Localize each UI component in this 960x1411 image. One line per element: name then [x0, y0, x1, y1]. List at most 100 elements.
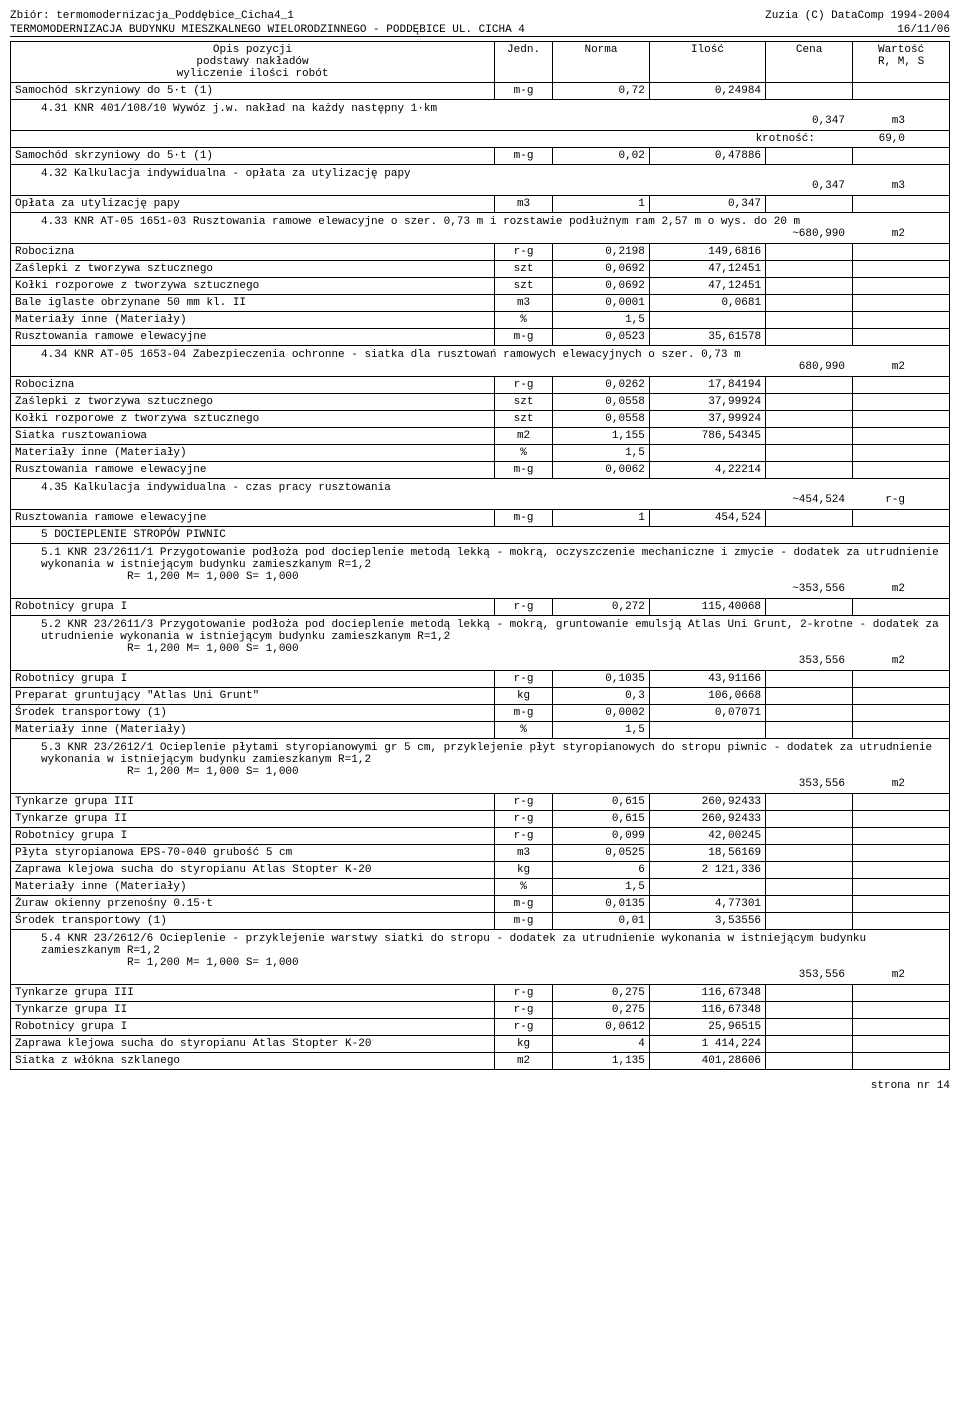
cell-opis: Robotnicy grupa I: [11, 599, 495, 616]
cell-ilosc: 0,0681: [649, 295, 765, 312]
quantity-unit: m2: [845, 228, 905, 240]
cell-cena: [766, 794, 853, 811]
cell-jedn: kg: [495, 862, 553, 879]
cell-wartosc: [853, 985, 950, 1002]
description-cell: 5.2 KNR 23/2611/3 Przygotowanie podłoża …: [11, 616, 950, 671]
cell-cena: [766, 510, 853, 527]
description-row: 4.31 KNR 401/108/10 Wywóz j.w. nakład na…: [11, 100, 950, 131]
cell-opis: Zaprawa klejowa sucha do styropianu Atla…: [11, 862, 495, 879]
quantity-value: 680,990: [799, 361, 845, 373]
cell-jedn: %: [495, 722, 553, 739]
cell-norma: 1,5: [553, 879, 650, 896]
table-row: Rusztowania ramowe elewacyjnem-g0,00624,…: [11, 462, 950, 479]
cell-norma: 1,5: [553, 722, 650, 739]
cell-wartosc: [853, 811, 950, 828]
cell-opis: Rusztowania ramowe elewacyjne: [11, 329, 495, 346]
cell-ilosc: 25,96515: [649, 1019, 765, 1036]
cell-cena: [766, 705, 853, 722]
table-row: Robociznar-g0,2198149,6816: [11, 244, 950, 261]
cell-ilosc: 4,22214: [649, 462, 765, 479]
cell-wartosc: [853, 394, 950, 411]
cell-norma: 0,0612: [553, 1019, 650, 1036]
description-row: 5.4 KNR 23/2612/6 Ocieplenie - przykleje…: [11, 930, 950, 985]
table-row: Kołki rozporowe z tworzywa sztucznegoszt…: [11, 411, 950, 428]
cell-jedn: m2: [495, 428, 553, 445]
table-row: Materiały inne (Materiały)%1,5: [11, 722, 950, 739]
table-row: Siatka z włókna szklanegom21,135401,2860…: [11, 1053, 950, 1070]
page-footer: strona nr 14: [10, 1080, 950, 1092]
col-opis: Opis pozycji podstawy nakładów wyliczeni…: [11, 42, 495, 83]
cell-cena: [766, 845, 853, 862]
table-row: Bale iglaste obrzynane 50 mm kl. IIm3 0,0…: [11, 295, 950, 312]
cell-opis: Tynkarze grupa II: [11, 1002, 495, 1019]
cell-norma: 0,099: [553, 828, 650, 845]
header-row-2: TERMOMODERNIZACJA BUDYNKU MIESZKALNEGO W…: [10, 24, 950, 37]
cell-ilosc: 454,524: [649, 510, 765, 527]
cell-ilosc: 47,12451: [649, 261, 765, 278]
cell-jedn: r-g: [495, 985, 553, 1002]
cell-norma: 0,0523: [553, 329, 650, 346]
quantity-unit: m2: [845, 583, 905, 595]
cell-wartosc: [853, 196, 950, 213]
cell-jedn: m3: [495, 845, 553, 862]
cell-jedn: r-g: [495, 1002, 553, 1019]
cell-cena: [766, 811, 853, 828]
cell-wartosc: [853, 295, 950, 312]
cell-jedn: %: [495, 879, 553, 896]
cell-cena: [766, 261, 853, 278]
cell-wartosc: [853, 312, 950, 329]
table-row: Robociznar-g0,026217,84194: [11, 377, 950, 394]
cell-ilosc: 0,47886: [649, 148, 765, 165]
cell-cena: [766, 244, 853, 261]
cell-ilosc: 42,00245: [649, 828, 765, 845]
cell-norma: 0,0525: [553, 845, 650, 862]
cell-cena: [766, 722, 853, 739]
quantity-unit: m2: [845, 655, 905, 667]
cell-jedn: kg: [495, 1036, 553, 1053]
cell-jedn: m-g: [495, 913, 553, 930]
cell-ilosc: 260,92433: [649, 794, 765, 811]
description-cell: 5.1 KNR 23/2611/1 Przygotowanie podłoża …: [11, 544, 950, 599]
cell-opis: Materiały inne (Materiały): [11, 312, 495, 329]
table-row: Materiały inne (Materiały)%1,5: [11, 312, 950, 329]
cell-opis: Bale iglaste obrzynane 50 mm kl. II: [11, 295, 495, 312]
cell-cena: [766, 428, 853, 445]
cell-ilosc: 260,92433: [649, 811, 765, 828]
cell-norma: 1,5: [553, 445, 650, 462]
col-cena: Cena: [766, 42, 853, 83]
cell-wartosc: [853, 148, 950, 165]
cell-jedn: kg: [495, 688, 553, 705]
cell-norma: 4: [553, 1036, 650, 1053]
quantity-unit: m2: [845, 361, 905, 373]
col-jedn: Jedn.: [495, 42, 553, 83]
cell-ilosc: 116,67348: [649, 985, 765, 1002]
cell-cena: [766, 445, 853, 462]
cell-ilosc: 2 121,336: [649, 862, 765, 879]
cell-jedn: m3: [495, 295, 553, 312]
header-right-2: 16/11/06: [897, 24, 950, 36]
cell-opis: Siatka rusztowaniowa: [11, 428, 495, 445]
cell-ilosc: [649, 722, 765, 739]
cell-norma: 0,3: [553, 688, 650, 705]
cell-norma: 0,0002: [553, 705, 650, 722]
cell-cena: [766, 312, 853, 329]
table-body: Samochód skrzyniowy do 5·t (1)m-g0,720,2…: [11, 83, 950, 1070]
cell-jedn: r-g: [495, 811, 553, 828]
cell-opis: Kołki rozporowe z tworzywa sztucznego: [11, 278, 495, 295]
cell-ilosc: 35,61578: [649, 329, 765, 346]
cell-ilosc: 18,56169: [649, 845, 765, 862]
cell-opis: Tynkarze grupa II: [11, 811, 495, 828]
cell-norma: 0,272: [553, 599, 650, 616]
cell-wartosc: [853, 913, 950, 930]
cell-jedn: r-g: [495, 671, 553, 688]
cell-opis: Siatka z włókna szklanego: [11, 1053, 495, 1070]
quantity-value: 353,556: [799, 655, 845, 667]
quantity-unit: r-g: [845, 494, 905, 506]
header-left-1: Zbiór: termomodernizacja_Poddębice_Cicha…: [10, 10, 294, 22]
cell-opis: Płyta styropianowa EPS-70-040 grubość 5 …: [11, 845, 495, 862]
description-cell: 5.4 KNR 23/2612/6 Ocieplenie - przykleje…: [11, 930, 950, 985]
table-row: Środek transportowy (1)m-g0,013,53556: [11, 913, 950, 930]
cell-ilosc: 115,40068: [649, 599, 765, 616]
cell-opis: Robotnicy grupa I: [11, 671, 495, 688]
cell-jedn: m-g: [495, 462, 553, 479]
